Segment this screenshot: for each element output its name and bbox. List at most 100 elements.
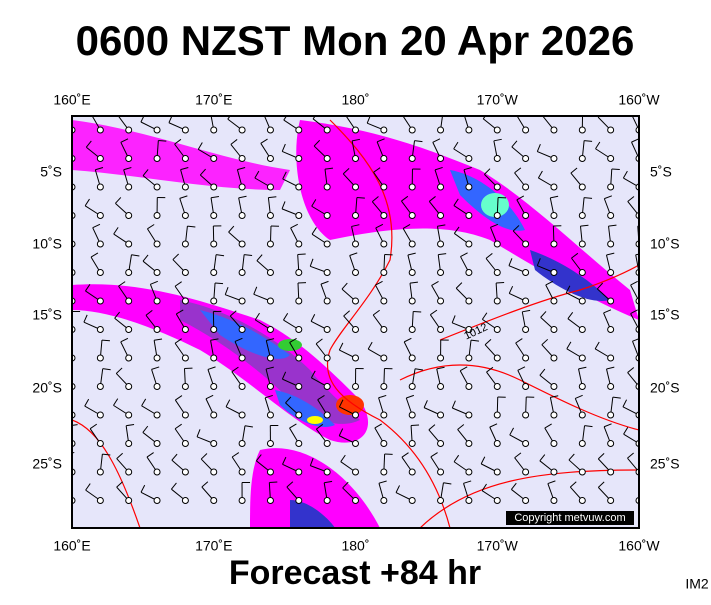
- barb-feather: [63, 253, 70, 257]
- barb-station: [381, 441, 387, 447]
- barb-shaft: [65, 341, 72, 358]
- left-lat-label: 15˚S: [32, 307, 62, 323]
- barb-shaft: [64, 142, 72, 158]
- barb-station: [182, 270, 188, 276]
- barb-station: [494, 270, 500, 276]
- barb-station: [126, 355, 132, 361]
- barb-station: [608, 355, 614, 361]
- barb-station: [409, 327, 415, 333]
- barb-station: [608, 469, 614, 475]
- barb-station: [608, 127, 614, 133]
- barb-station: [579, 327, 585, 333]
- barb-station: [97, 270, 103, 276]
- barb-station: [466, 184, 472, 190]
- barb-station: [438, 384, 444, 390]
- barb-station: [182, 498, 188, 504]
- barb-station: [97, 184, 103, 190]
- barb-feather: [62, 225, 69, 230]
- barb-station: [324, 127, 330, 133]
- barb-feather: [56, 286, 60, 293]
- barb-station: [154, 298, 160, 304]
- right-lat-label: 15˚S: [650, 307, 680, 323]
- barb-station: [324, 384, 330, 390]
- barb-station: [211, 327, 217, 333]
- barb-station: [494, 184, 500, 190]
- barb-station: [267, 355, 273, 361]
- barb-station: [97, 327, 103, 333]
- barb-station: [438, 469, 444, 475]
- barb-station: [353, 441, 359, 447]
- barb-station: [381, 241, 387, 247]
- barb-station: [551, 127, 557, 133]
- barb-station: [494, 241, 500, 247]
- barb-station: [381, 469, 387, 475]
- barb-station: [211, 213, 217, 219]
- top-lon-label: 170˚E: [195, 92, 232, 108]
- barb-station: [494, 298, 500, 304]
- barb-station: [211, 498, 217, 504]
- barb-station: [523, 270, 529, 276]
- barb-station: [438, 355, 444, 361]
- right-lat-label: 25˚S: [650, 456, 680, 472]
- barb-station: [154, 498, 160, 504]
- barb-station: [409, 127, 415, 133]
- barb-station: [579, 298, 585, 304]
- barb-station: [438, 441, 444, 447]
- barb-station: [466, 270, 472, 276]
- barb-station: [97, 355, 103, 361]
- barb-station: [523, 241, 529, 247]
- barb-station: [126, 469, 132, 475]
- barb-station: [608, 441, 614, 447]
- barb-station: [239, 213, 245, 219]
- barb-station: [494, 412, 500, 418]
- barb-station: [381, 355, 387, 361]
- barb-station: [324, 412, 330, 418]
- barb-station: [466, 412, 472, 418]
- barb-station: [608, 270, 614, 276]
- barb-shaft: [63, 257, 72, 273]
- barb-station: [381, 127, 387, 133]
- right-lat-label: 10˚S: [650, 236, 680, 252]
- barb-station: [551, 327, 557, 333]
- barb-feather: [640, 483, 648, 484]
- barb-station: [438, 327, 444, 333]
- barb-station: [494, 469, 500, 475]
- forecast-label: Forecast +84 hr: [229, 554, 481, 592]
- top-lon-label: 170˚W: [477, 92, 519, 108]
- barb-station: [381, 298, 387, 304]
- barb-station: [182, 327, 188, 333]
- barb-station: [353, 241, 359, 247]
- barb-station: [409, 355, 415, 361]
- barb-station: [267, 327, 273, 333]
- barb-station: [296, 327, 302, 333]
- barb-station: [353, 469, 359, 475]
- barb-station: [239, 412, 245, 418]
- barb-station: [126, 270, 132, 276]
- barb-station: [409, 213, 415, 219]
- barb-feather: [215, 283, 223, 284]
- barb-station: [296, 441, 302, 447]
- barb-station: [267, 127, 273, 133]
- barb-station: [296, 298, 302, 304]
- barb-station: [523, 384, 529, 390]
- barb-station: [239, 384, 245, 390]
- barb-station: [211, 270, 217, 276]
- barb-station: [182, 156, 188, 162]
- barb-station: [353, 384, 359, 390]
- barb-station: [466, 127, 472, 133]
- barb-station: [579, 156, 585, 162]
- barb-station: [551, 441, 557, 447]
- barb-feather: [357, 198, 365, 199]
- barb-station: [296, 270, 302, 276]
- barb-station: [267, 469, 273, 475]
- barb-station: [523, 355, 529, 361]
- barb-station: [466, 298, 472, 304]
- barb-station: [126, 156, 132, 162]
- barb-station: [296, 384, 302, 390]
- barb-station: [126, 241, 132, 247]
- barb-shaft: [56, 493, 72, 501]
- barb-station: [154, 270, 160, 276]
- barb-station: [182, 184, 188, 190]
- barb-station: [551, 412, 557, 418]
- barb-station: [126, 498, 132, 504]
